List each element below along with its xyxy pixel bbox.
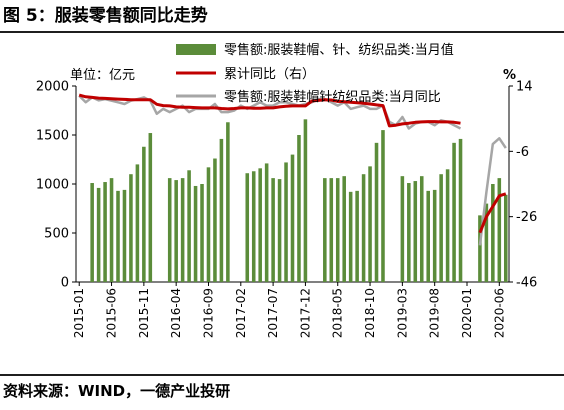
line-series [78,93,507,246]
bar [213,158,217,282]
bar [503,194,508,282]
bar [400,176,405,282]
left-axis-tick-label: 0 [61,276,69,291]
source-note: 资料来源：WIND，一德产业投研 [3,382,231,400]
x-axis-tick-label: 2018-05 [331,288,345,338]
bar [458,138,463,282]
x-axis-tick-label: 2020-01 [460,288,474,338]
x-axis-tick-label: 2017-02 [234,288,248,338]
bar [439,174,443,282]
bar [335,178,340,282]
bar [187,170,191,282]
bar [271,178,275,282]
x-axis-tick-label: 2016-04 [169,288,183,338]
bar [303,119,308,282]
bar [452,142,456,282]
bar [90,183,94,282]
bar [219,138,224,282]
legend-label-yoy: 零售额:服装鞋帽针纺织品类:当月同比 [224,89,441,105]
x-axis-tick-label: 2017-12 [298,288,312,338]
bar [361,174,366,282]
bar [407,183,411,282]
bar [148,133,153,282]
bar [342,176,346,282]
bar [135,164,140,282]
bar [180,178,185,282]
x-axis-tick-label: 2019-08 [428,288,442,338]
bar [355,190,359,282]
bar [497,178,502,282]
bar [122,189,127,282]
right-axis-tick-label: -26 [516,210,537,225]
x-axis-tick-label: 2015-01 [72,288,86,338]
bar [245,173,250,282]
bar [193,185,198,282]
x-axis-tick-label: 2018-10 [363,288,377,338]
chart-labels: 0 500 1000 1500 2000 14 -6 -26 -46 2015-01 2015-06… [36,80,537,339]
legend-swatch-bar [176,44,216,55]
x-axis-tick-label: 2020-06 [492,288,506,338]
bar [348,191,353,282]
left-axis-tick-label: 1000 [36,178,69,193]
chart-legend: 零售额:服装鞋帽、针、纺织品类:当月值 累计同比（右） 零售额:服装鞋帽针纺织品… [176,42,454,105]
title-divider [0,31,564,33]
bar [478,215,482,282]
bar [329,178,334,282]
bar [116,190,120,282]
left-axis-tick-label: 500 [44,227,69,242]
page-title: 图 5：服装零售额同比走势 [3,6,208,26]
bar [368,166,372,282]
bar [174,180,178,282]
bar [413,181,418,282]
x-axis-tick-label: 2016-09 [201,288,215,338]
x-axis-tick-label: 2015-11 [137,288,151,338]
bar [167,178,172,282]
bar [445,169,450,282]
left-axis-tick-label: 2000 [36,80,69,95]
legend-label-cum: 累计同比（右） [224,67,315,82]
bar-series [90,119,508,282]
left-axis-unit: 单位：亿元 [70,68,135,83]
bar [264,163,269,282]
bar [258,168,262,282]
x-axis-tick-label: 2015-06 [105,288,119,338]
right-axis-tick-label: -6 [516,145,529,160]
bar [374,142,379,282]
bar [200,184,204,282]
bar [206,167,211,282]
bar [323,178,327,282]
bar [284,162,288,282]
right-axis-unit: % [503,68,516,83]
right-axis-tick-label: -46 [516,276,537,291]
footer-divider [0,374,564,376]
bar [381,130,385,282]
x-axis-tick-label: 2019-03 [395,288,409,338]
chart-axes [72,85,513,286]
bar [109,178,114,282]
right-axis-tick-label: 14 [516,80,533,95]
bar [142,146,146,282]
bar [96,187,101,282]
bar [297,135,301,282]
x-axis-tick-label: 2017-07 [266,288,280,338]
bar [290,154,295,282]
bar [277,179,282,282]
bar [251,171,256,282]
cumulative-yoy-line [78,93,507,234]
bar [491,184,495,282]
legend-label-bar: 零售额:服装鞋帽、针、纺织品类:当月值 [224,42,454,58]
bar [226,122,230,282]
bar [484,203,489,282]
bar [103,182,107,282]
bar [129,174,133,282]
bar [419,176,424,282]
chart: 0 500 1000 1500 2000 14 -6 -26 -46 2015-01 2015-06… [36,42,537,339]
bar [432,189,437,282]
left-axis-tick-label: 1500 [36,129,69,144]
bar [426,190,430,282]
